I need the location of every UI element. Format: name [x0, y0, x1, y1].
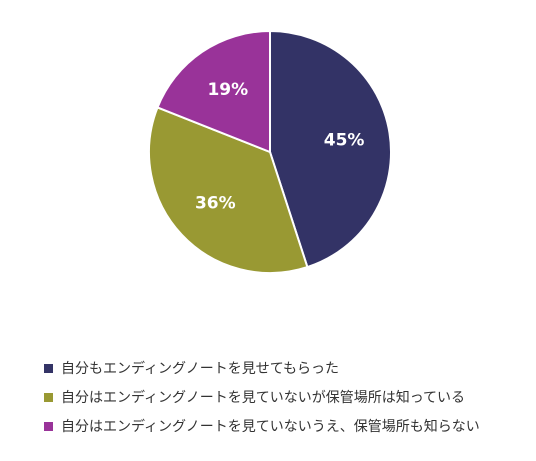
legend-label-1: 自分もエンディングノートを見せてもらった — [61, 361, 340, 377]
legend-swatch-3 — [44, 421, 53, 431]
legend-swatch-2 — [44, 392, 53, 402]
slice-value-label-3: 19% — [207, 80, 248, 100]
slice-value-label-2: 36% — [195, 193, 236, 213]
pie-slice-1 — [269, 29, 393, 269]
pie-chart: 45% 36% 19% — [148, 29, 393, 274]
legend-swatch-1 — [44, 363, 53, 373]
legend-item-3: 自分はエンディングノートを見ていないうえ、保管場所も知らない — [44, 416, 524, 436]
slice-value-label-1: 45% — [324, 130, 365, 150]
legend-label-2: 自分はエンディングノートを見ていないが保管場所は知っている — [61, 390, 466, 406]
legend-item-1: 自分もエンディングノートを見せてもらった — [44, 358, 524, 378]
pie-slice-2 — [148, 106, 309, 274]
pie-slices — [148, 29, 393, 274]
pie-slice-3 — [156, 29, 271, 154]
legend-label-3: 自分はエンディングノートを見ていないうえ、保管場所も知らない — [61, 419, 480, 435]
legend: 自分もエンディングノートを見せてもらった自分はエンディングノートを見ていないが保… — [44, 358, 524, 445]
legend-item-2: 自分はエンディングノートを見ていないが保管場所は知っている — [44, 387, 524, 407]
pie-value-labels: 45% 36% 19% — [195, 80, 365, 213]
